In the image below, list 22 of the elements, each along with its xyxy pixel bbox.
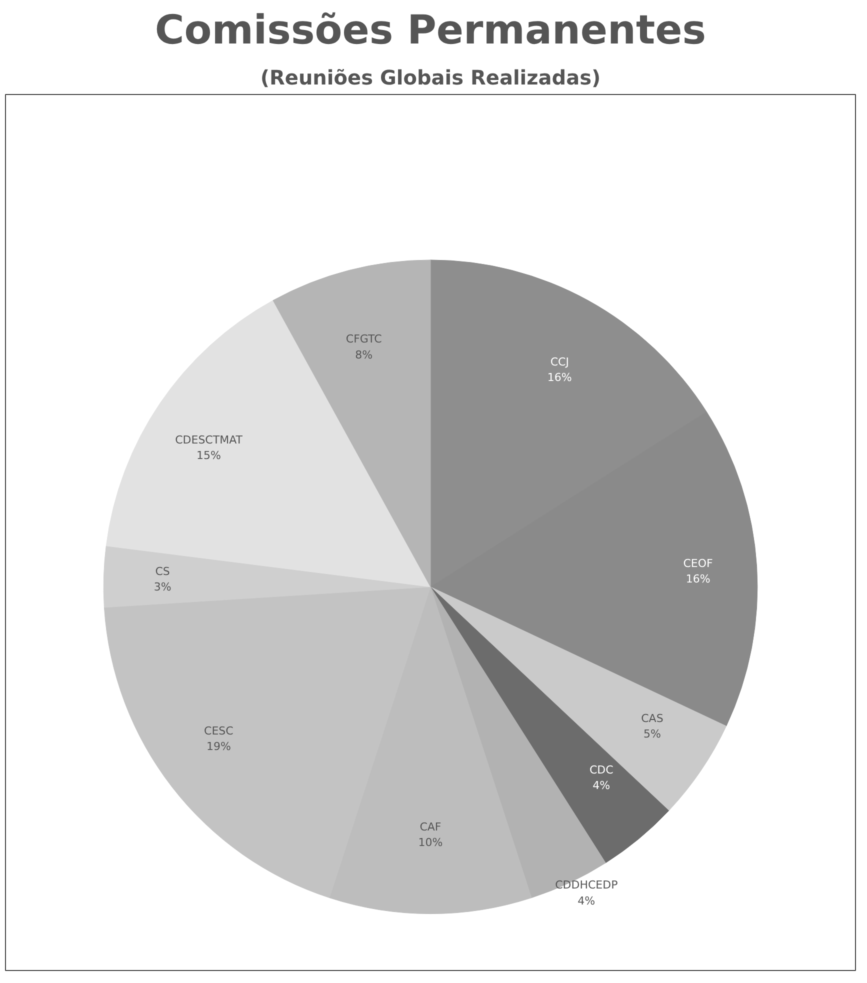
data-label: 4% [592, 779, 610, 792]
slice-label: CCJ [550, 356, 569, 369]
data-label: 4% [578, 894, 596, 908]
data-label: 8% [355, 348, 373, 362]
slice-label: CAS [641, 712, 664, 725]
data-label: 16% [547, 371, 572, 384]
data-label: 3% [154, 580, 172, 594]
slice-label: CFGTC [346, 332, 382, 346]
data-label: 19% [206, 740, 231, 753]
chart-subtitle: (Reuniões Globais Realizadas) [260, 66, 601, 90]
data-label: 5% [643, 727, 661, 740]
slice-label: CS [155, 564, 170, 578]
chart-title: Comissões Permanentes [154, 8, 706, 54]
slice-label: CDDHCEDP [555, 878, 618, 892]
slice-label: CESC [204, 724, 234, 738]
data-label: 16% [686, 572, 710, 586]
data-label: 15% [196, 448, 222, 462]
slice-label: CDESCTMAT [175, 433, 243, 446]
data-label: 10% [418, 836, 443, 849]
slice-label: CDC [589, 763, 614, 776]
slice-label: CEOF [683, 557, 713, 570]
slice-label: CAF [420, 820, 442, 834]
